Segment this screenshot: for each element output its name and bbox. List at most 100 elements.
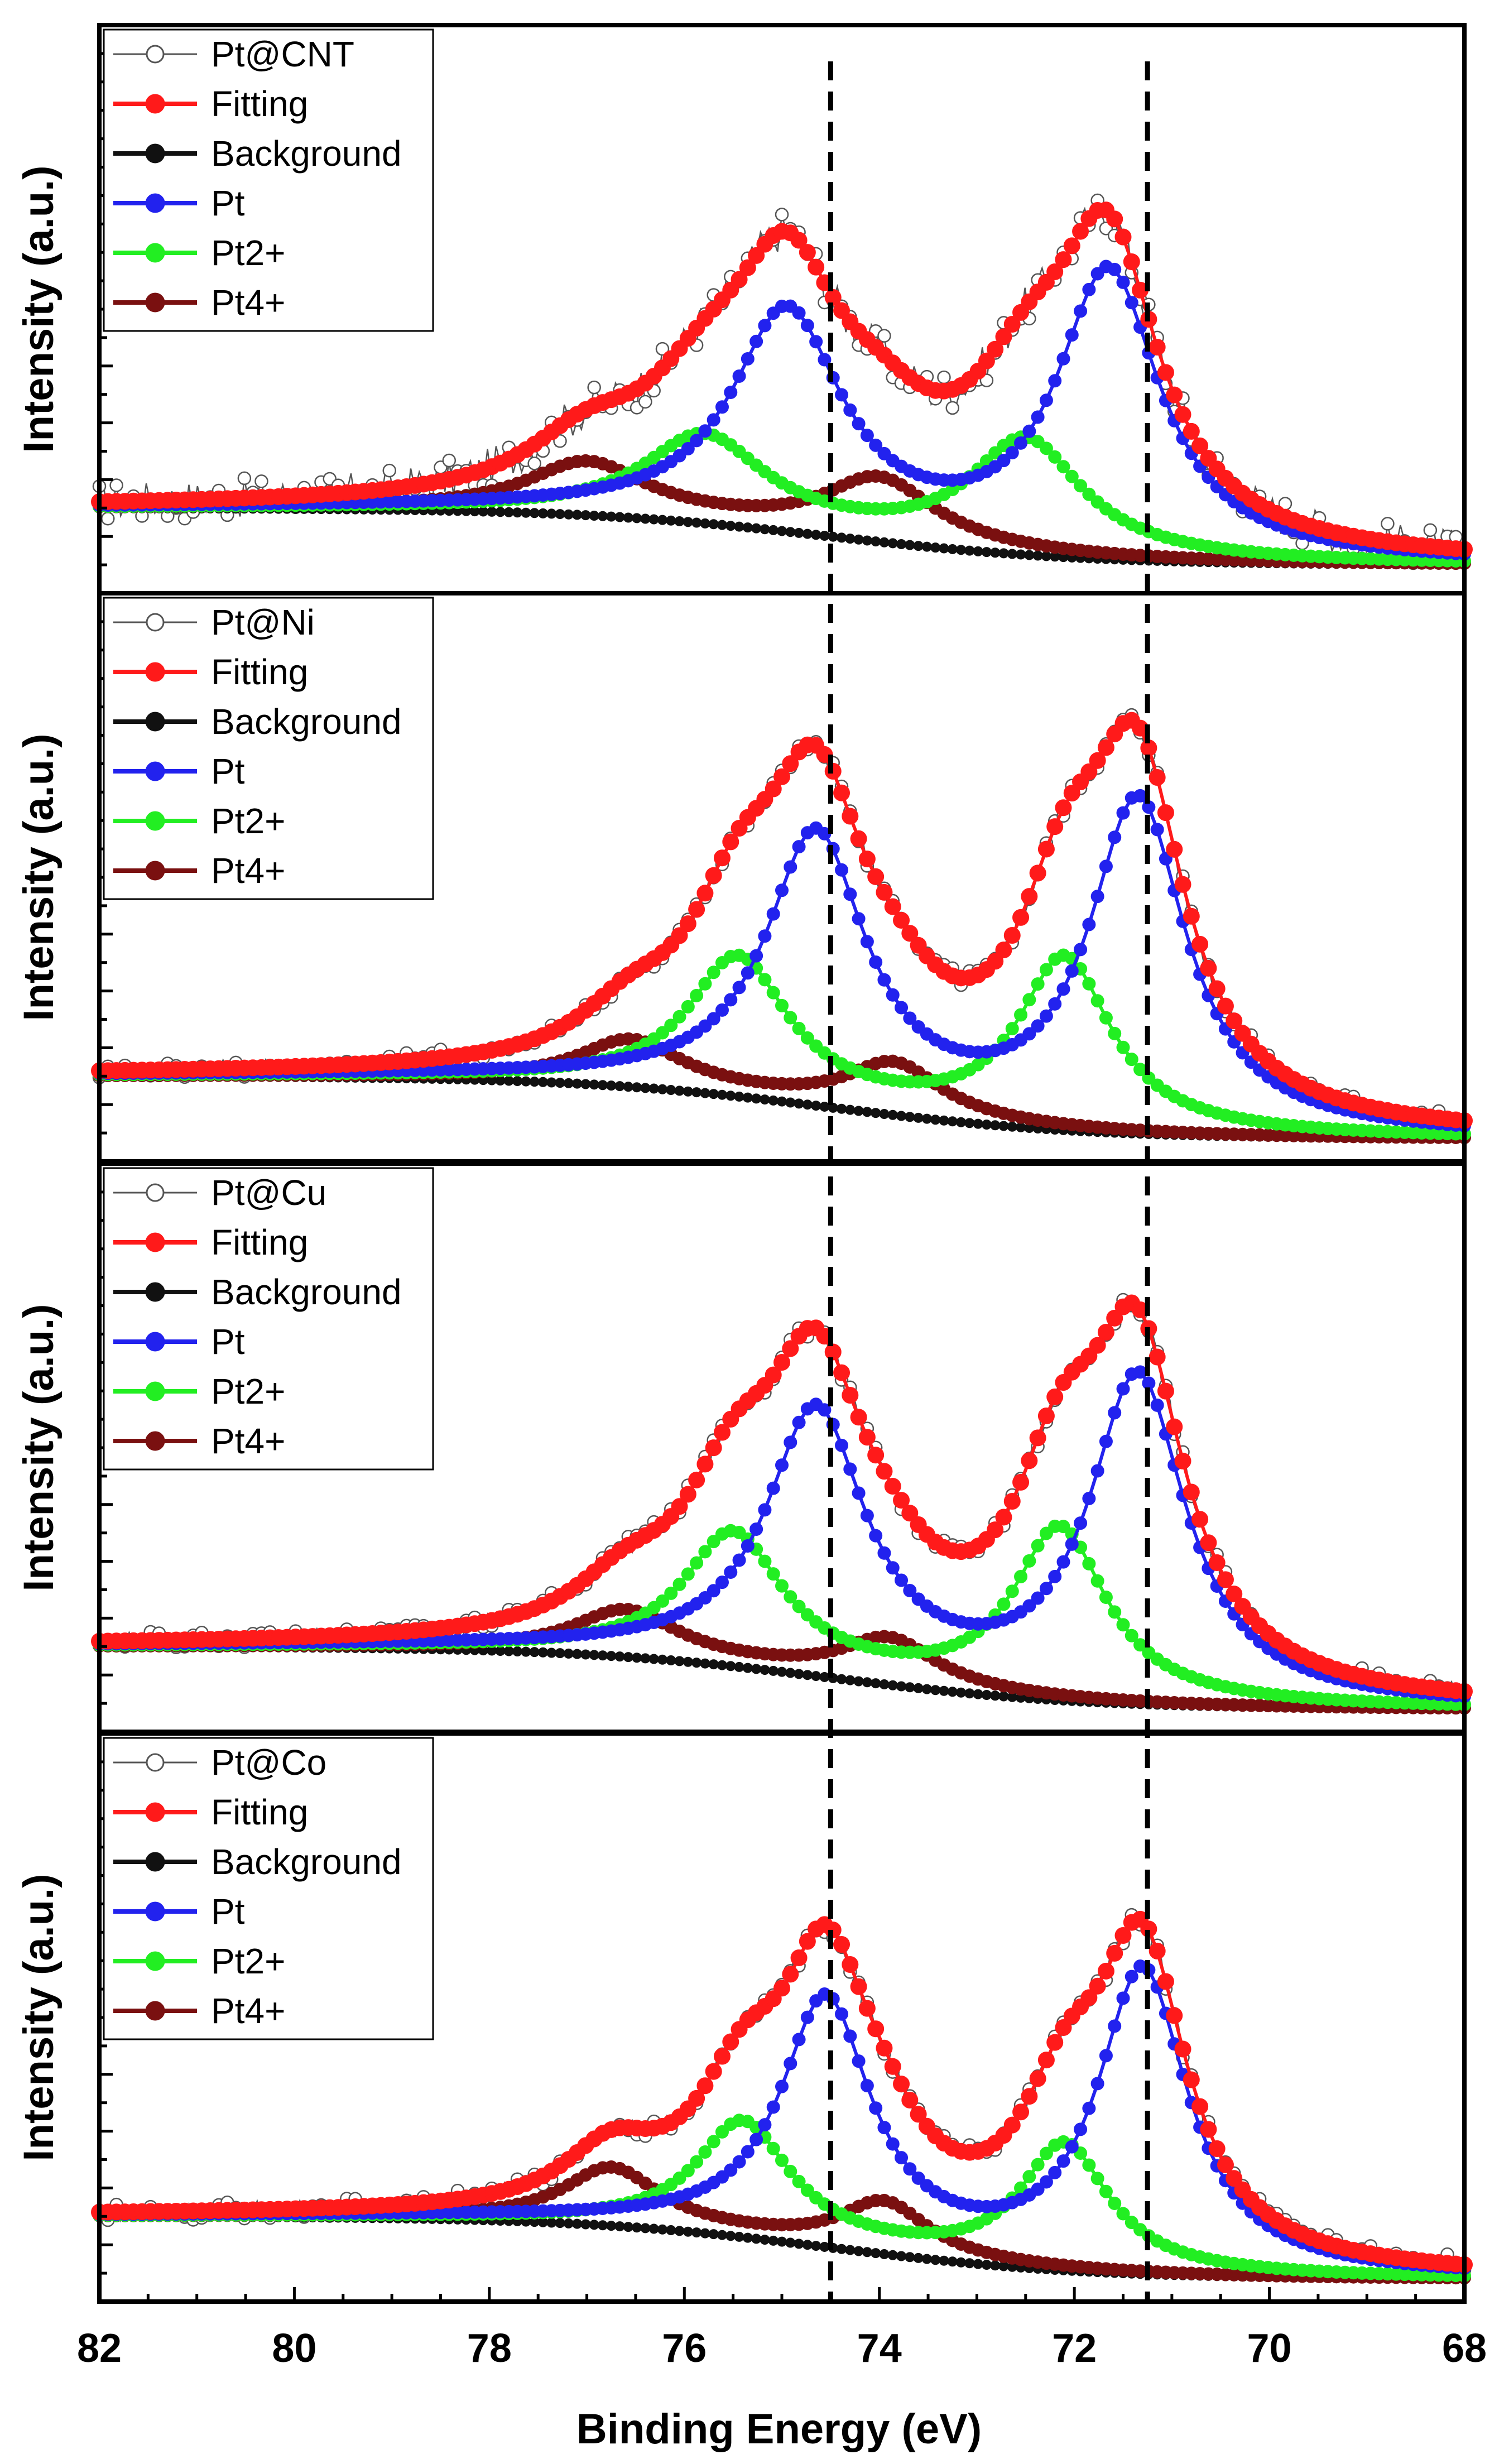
background-point <box>1016 1122 1026 1132</box>
legend-marker <box>145 761 165 781</box>
fitting-point <box>1183 907 1200 925</box>
background-point <box>837 2244 847 2254</box>
background-point <box>828 531 838 542</box>
pt-point <box>707 413 720 427</box>
legend-marker <box>145 193 165 213</box>
pt-point <box>895 2151 909 2165</box>
background-point <box>512 1076 523 1087</box>
fitting-point <box>1174 876 1191 893</box>
background-point <box>956 1117 967 1127</box>
background-point <box>939 1115 949 1126</box>
fitting-point <box>1183 2071 1200 2088</box>
pt2-point <box>800 1031 814 1045</box>
background-point <box>1032 550 1043 561</box>
fitting-point <box>748 247 765 264</box>
background-point <box>597 2220 608 2231</box>
pt-point <box>895 1001 909 1015</box>
pt-point <box>1048 374 1062 388</box>
fitting-point <box>978 352 995 369</box>
panel-0: Intensity (a.u.)Pt@CNTFittingBackgroundP… <box>15 23 1473 595</box>
background-point <box>785 527 796 537</box>
background-point <box>708 2229 719 2240</box>
background-point <box>1007 1121 1017 1132</box>
pt-point <box>835 388 849 402</box>
background-point <box>648 1083 659 1094</box>
background-point <box>811 530 821 540</box>
pt-point <box>852 2054 866 2068</box>
pt-point <box>784 860 797 874</box>
pt2-point <box>1014 1569 1028 1583</box>
legend-label: Pt@CNT <box>211 34 354 74</box>
background-point <box>768 1665 779 1676</box>
background-point <box>725 1091 736 1101</box>
pt2-point <box>698 1545 712 1559</box>
fitting-point <box>867 1447 885 1464</box>
fitting-point <box>995 1509 1012 1526</box>
pt2-point <box>1022 993 1036 1007</box>
pt-point <box>741 352 755 366</box>
pt-point <box>852 912 866 926</box>
raw-data-point <box>382 463 397 478</box>
background-point <box>725 521 736 531</box>
x-tick-label: 78 <box>467 2326 512 2371</box>
fitting-point <box>688 1471 705 1488</box>
pt2-point <box>1048 450 1062 464</box>
legend-label: Pt2+ <box>211 1941 285 1981</box>
pt-point <box>732 981 746 995</box>
raw-data-point <box>109 478 123 492</box>
y-axis-label: Intensity (a.u.) <box>15 1304 63 1591</box>
fitting-point <box>1217 2156 1234 2173</box>
legend-item: Pt <box>113 183 245 223</box>
pt-point <box>758 319 772 333</box>
background-point <box>640 1083 651 1093</box>
background-point <box>1007 549 1017 559</box>
pt-point <box>1048 997 1062 1011</box>
background-point <box>794 1098 804 1109</box>
pt2-point <box>1108 1605 1122 1619</box>
pt-point <box>1082 282 1096 296</box>
background-point <box>614 1081 625 1092</box>
pt-point <box>1031 1019 1045 1033</box>
background-point <box>913 1112 924 1123</box>
pt2-point <box>1022 2170 1036 2184</box>
pt2-point <box>664 1019 678 1032</box>
background-point <box>572 2218 583 2229</box>
pt-point <box>860 1509 874 1522</box>
background-point <box>503 507 514 517</box>
background-point <box>990 1690 1001 1701</box>
legend-label: Background <box>211 1842 402 1882</box>
background-point <box>956 1687 967 1698</box>
pt-point <box>1150 1398 1164 1412</box>
pt-point <box>749 334 763 348</box>
fitting-point <box>696 1456 714 1473</box>
pt2-point <box>775 2153 789 2167</box>
fitting-point <box>696 885 714 902</box>
pt2-point <box>690 988 704 1002</box>
background-point <box>811 1671 821 1682</box>
background-point <box>640 513 651 524</box>
background-point <box>853 534 864 545</box>
background-point <box>734 1661 744 1672</box>
background-point <box>717 1089 727 1100</box>
background-point <box>879 537 890 547</box>
pt-point <box>1056 1555 1070 1569</box>
pt-point <box>690 434 704 448</box>
legend-label: Pt@Ni <box>211 602 315 642</box>
legend: Pt@CNT Fitting Background Pt Pt2+ Pt4+ <box>103 28 434 332</box>
pt-point <box>766 2100 780 2114</box>
background-point <box>981 1119 992 1130</box>
pt-point <box>800 2010 814 2024</box>
pt-point <box>749 2132 763 2146</box>
legend-label: Pt2+ <box>211 801 285 841</box>
background-point <box>589 1650 599 1660</box>
background-point <box>537 1647 548 1658</box>
background-point <box>691 517 702 528</box>
pt-point <box>715 1003 729 1017</box>
background-point <box>623 2222 633 2232</box>
fitting-point <box>1174 2040 1191 2058</box>
background-point <box>905 540 915 550</box>
raw-data-point <box>237 471 252 486</box>
fitting-point <box>1106 1944 1123 1962</box>
background-point <box>683 1086 693 1097</box>
pt-point <box>792 306 806 320</box>
